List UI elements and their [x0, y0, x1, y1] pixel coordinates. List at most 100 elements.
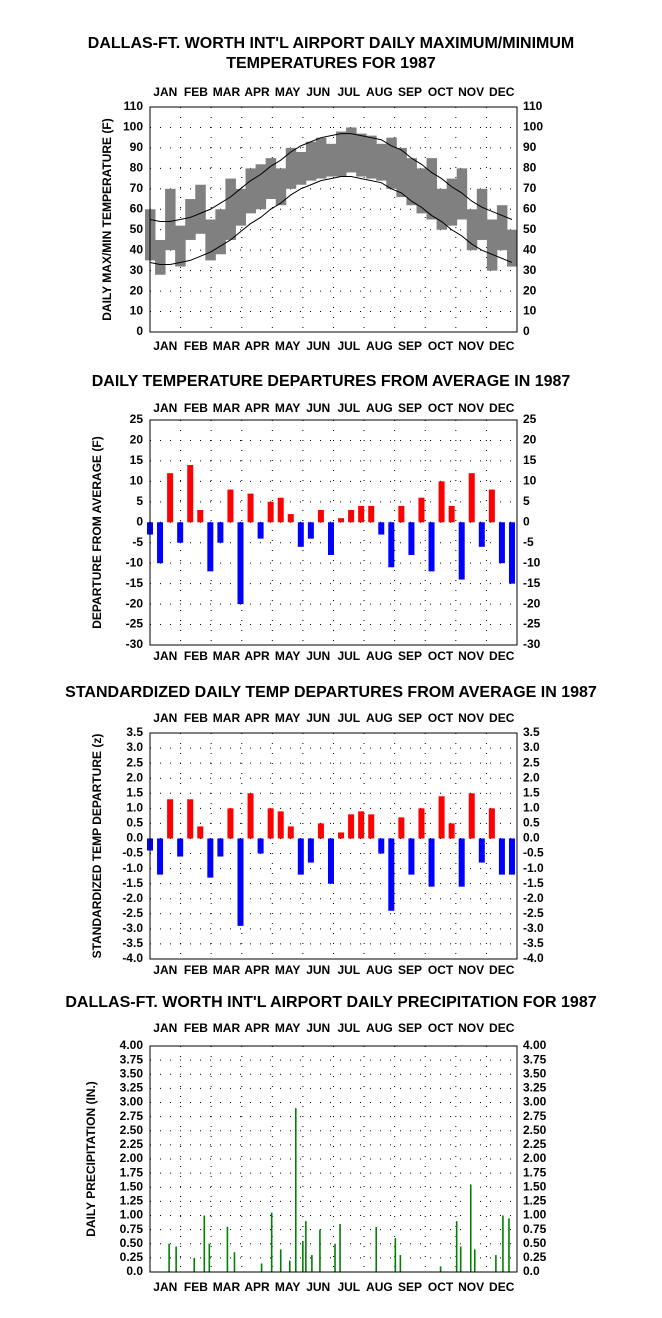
bar	[418, 808, 425, 839]
y-tick-label: 3.50	[523, 1066, 547, 1080]
month-label: DEC	[489, 401, 515, 415]
bar	[277, 497, 284, 523]
bar	[455, 1221, 458, 1272]
month-label: DEC	[489, 649, 515, 663]
y-tick-label: 20	[130, 433, 144, 447]
bar	[207, 838, 214, 878]
y-tick-label: 20	[130, 283, 144, 297]
y-tick-label: 60	[130, 201, 144, 215]
y-tick-label: 1.00	[120, 1208, 144, 1222]
bar	[187, 799, 194, 839]
range-bar	[275, 168, 287, 206]
bar	[233, 1252, 236, 1272]
bar	[207, 522, 214, 572]
month-label: JUL	[337, 85, 360, 99]
bar	[217, 838, 224, 857]
y-tick-label: -2.5	[122, 906, 143, 920]
bar	[302, 1240, 304, 1272]
bar	[287, 826, 294, 839]
y-tick-label: 0.0	[523, 1264, 540, 1278]
bar	[227, 489, 234, 523]
y-tick-label: 5	[523, 494, 530, 508]
month-label: OCT	[428, 711, 454, 725]
y-tick-label: 2.0	[126, 770, 143, 784]
month-label: JUN	[306, 1021, 330, 1035]
y-tick-label: 2.50	[523, 1123, 547, 1137]
y-tick-label: 20	[523, 433, 537, 447]
bar	[408, 522, 415, 555]
month-label: MAY	[275, 85, 301, 99]
bar	[338, 518, 345, 523]
y-tick-label: 1.25	[523, 1194, 547, 1208]
month-label: AUG	[366, 401, 393, 415]
y-tick-label: -15	[523, 576, 541, 590]
bar	[197, 826, 204, 839]
y-tick-label: 2.00	[120, 1151, 144, 1165]
bar	[157, 522, 164, 564]
range-bar	[356, 133, 367, 177]
range-bar	[185, 199, 196, 240]
y-tick-label: -10	[523, 555, 541, 569]
range-bar	[205, 219, 216, 261]
bar	[277, 811, 284, 839]
bar	[428, 522, 435, 572]
bar	[257, 838, 264, 854]
bar	[208, 1243, 211, 1272]
month-label: AUG	[366, 85, 393, 99]
bar	[488, 808, 495, 839]
month-label: JUN	[306, 85, 330, 99]
month-label: MAR	[213, 711, 241, 725]
bar	[418, 497, 425, 523]
range-bar	[376, 143, 387, 181]
y-tick-label: 0.0	[126, 831, 143, 845]
month-label: SEP	[398, 339, 422, 353]
y-tick-label: 80	[130, 161, 144, 175]
y-tick-label: 1.5	[523, 785, 540, 799]
chart-title: DAILY TEMPERATURE DEPARTURES FROM AVERAG…	[91, 373, 571, 390]
y-tick-label: 0.0	[126, 1264, 143, 1278]
month-label: JUL	[337, 711, 360, 725]
month-label: JUN	[306, 339, 330, 353]
y-axis-label: STANDARDIZED TEMP DEPARTURE (z)	[90, 734, 104, 959]
bar	[288, 1260, 291, 1272]
y-tick-label: 1.50	[523, 1179, 547, 1193]
y-tick-label: 20	[523, 283, 537, 297]
y-tick-label: -0.5	[523, 846, 544, 860]
bar	[297, 838, 304, 875]
month-label: MAY	[275, 1280, 301, 1294]
month-label: JAN	[153, 963, 177, 977]
y-tick-label: -1.0	[523, 861, 544, 875]
y-tick-label: 0.50	[120, 1236, 144, 1250]
bar	[448, 823, 455, 839]
month-label: DEC	[489, 711, 515, 725]
y-tick-label: -2.0	[523, 891, 544, 905]
y-tick-label: 0.25	[120, 1250, 144, 1264]
y-tick-label: 0	[136, 324, 143, 338]
range-bar	[506, 229, 518, 267]
month-label: SEP	[398, 1280, 422, 1294]
y-tick-label: 0.75	[523, 1222, 547, 1236]
bar	[197, 510, 204, 523]
y-tick-label: 3.5	[126, 725, 143, 739]
bar	[458, 838, 465, 887]
month-label: NOV	[458, 711, 484, 725]
y-tick-label: -10	[126, 555, 144, 569]
month-label: OCT	[428, 1021, 454, 1035]
bar	[279, 1249, 282, 1272]
range-bar	[155, 239, 166, 275]
bar	[226, 1226, 229, 1272]
month-label: SEP	[398, 963, 422, 977]
month-label: NOV	[458, 963, 484, 977]
month-label: MAR	[213, 1021, 241, 1035]
y-tick-label: 1.5	[126, 785, 143, 799]
y-tick-label: -30	[126, 637, 144, 651]
bar	[498, 522, 505, 564]
bar	[508, 1218, 510, 1272]
y-tick-label: 1.25	[120, 1194, 144, 1208]
bar	[478, 522, 485, 547]
month-label: FEB	[184, 339, 208, 353]
month-label: MAR	[213, 339, 241, 353]
y-tick-label: -25	[126, 617, 144, 631]
month-label: APR	[244, 401, 270, 415]
